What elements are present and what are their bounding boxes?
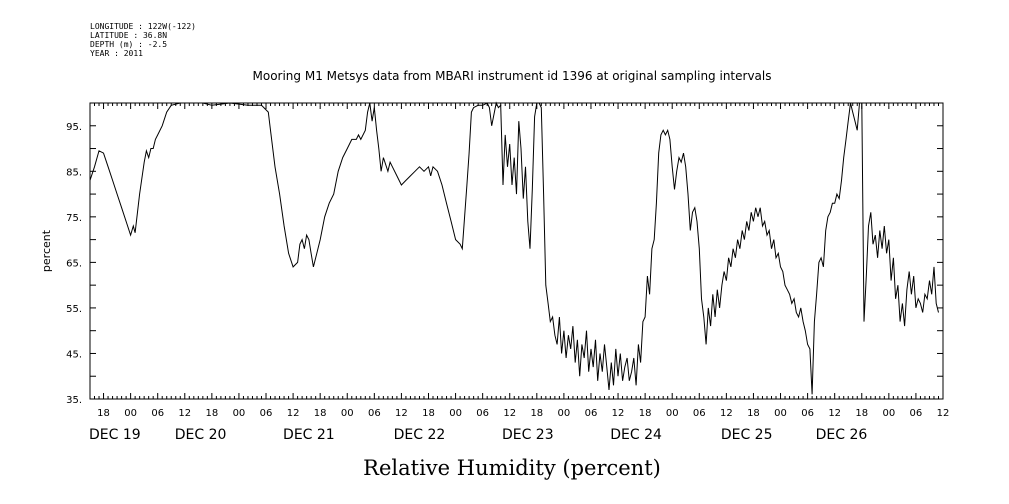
day-label: DEC 21 — [283, 427, 335, 443]
axis-ticks — [89, 102, 944, 400]
x-tick-label: 00 — [666, 408, 679, 419]
x-tick-label: 06 — [368, 408, 381, 419]
x-tick-label: 00 — [449, 408, 462, 419]
x-tick-label: 12 — [395, 408, 408, 419]
x-tick-label: 18 — [855, 408, 868, 419]
y-tick-label: 45. — [66, 349, 82, 360]
plot-frame — [89, 102, 944, 400]
day-label: DEC 19 — [89, 427, 141, 443]
x-tick-label: 12 — [178, 408, 191, 419]
x-tick-label: 18 — [205, 408, 218, 419]
x-tick-label: 18 — [530, 408, 543, 419]
x-tick-labels: 18 00 06 12 18 00 06 12 18 00 06 12 18 00 06 12 18 00 06 12… — [97, 408, 949, 419]
day-label: DEC 20 — [175, 427, 227, 443]
x-tick-label: 06 — [260, 408, 273, 419]
y-tick-labels: 35. 45. 55. 65. 75. 85. 95. — [66, 122, 82, 406]
x-tick-label: 12 — [287, 408, 300, 419]
meta-year: YEAR : 2011 — [90, 49, 143, 58]
x-tick-label: 00 — [558, 408, 571, 419]
x-tick-label: 00 — [124, 408, 137, 419]
y-axis-label: percent — [40, 229, 53, 272]
series-line — [89, 101, 939, 395]
x-tick-label: 18 — [422, 408, 435, 419]
y-tick-label: 65. — [66, 258, 82, 269]
y-tick-label: 55. — [66, 304, 82, 315]
x-tick-label: 12 — [503, 408, 516, 419]
x-tick-label: 06 — [151, 408, 164, 419]
chart-title: Mooring M1 Metsys data from MBARI instru… — [253, 69, 772, 83]
y-tick-label: 85. — [66, 167, 82, 178]
x-tick-label: 12 — [612, 408, 625, 419]
x-tick-label: 00 — [774, 408, 787, 419]
x-tick-label: 18 — [639, 408, 652, 419]
day-labels: DEC 19 DEC 20 DEC 21 DEC 22 DEC 23 DEC 24 DEC … — [89, 427, 867, 443]
x-tick-label: 12 — [828, 408, 841, 419]
meta-latitude: LATITUDE : 36.8N — [90, 31, 168, 40]
x-tick-label: 06 — [910, 408, 923, 419]
x-tick-label: 18 — [747, 408, 760, 419]
day-label: DEC 24 — [610, 427, 662, 443]
y-tick-label: 75. — [66, 213, 82, 224]
x-tick-label: 12 — [937, 408, 950, 419]
x-tick-label: 18 — [97, 408, 110, 419]
metadata-block: LONGITUDE : 122W(-122) LATITUDE : 36.8N … — [90, 22, 196, 58]
day-label: DEC 26 — [816, 427, 868, 443]
x-tick-label: 12 — [720, 408, 733, 419]
x-tick-label: 00 — [233, 408, 246, 419]
meta-longitude: LONGITUDE : 122W(-122) — [90, 22, 196, 31]
y-tick-label: 35. — [66, 395, 82, 406]
x-tick-label: 00 — [882, 408, 895, 419]
y-tick-label: 95. — [66, 122, 82, 133]
x-axis-label: Relative Humidity (percent) — [363, 456, 661, 480]
x-tick-label: 00 — [341, 408, 354, 419]
x-tick-label: 06 — [476, 408, 489, 419]
x-tick-label: 06 — [693, 408, 706, 419]
day-label: DEC 23 — [502, 427, 554, 443]
day-label: DEC 22 — [394, 427, 446, 443]
x-tick-label: 06 — [585, 408, 598, 419]
meta-depth: DEPTH (m) : -2.5 — [90, 40, 168, 49]
x-tick-label: 06 — [801, 408, 814, 419]
x-tick-label: 18 — [314, 408, 327, 419]
day-label: DEC 25 — [721, 427, 773, 443]
